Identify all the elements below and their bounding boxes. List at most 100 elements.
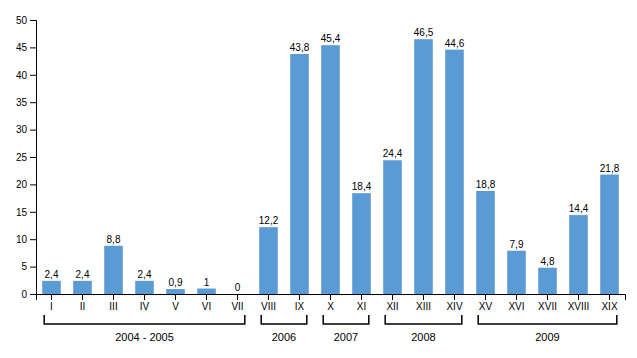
tick-mark [30, 47, 36, 48]
tick-label: 0 [21, 289, 27, 300]
group-bracket: 2004 - 2005 [44, 315, 245, 343]
tick-mark [30, 294, 36, 295]
data-label: 43,8 [290, 42, 310, 53]
bar [476, 191, 495, 294]
tick: 0 [21, 289, 36, 300]
bar [569, 215, 588, 294]
bar [104, 246, 123, 294]
bar [166, 289, 185, 294]
data-labels: 2,42,48,82,40,91012,243,845,418,424,446,… [45, 27, 620, 293]
tick: 50 [16, 15, 36, 26]
tick-mark [485, 294, 486, 300]
bar [445, 50, 464, 294]
tick: V [172, 294, 179, 312]
tick: X [327, 294, 334, 312]
tick-mark [30, 212, 36, 213]
bracket-line [44, 315, 245, 324]
tick: 20 [16, 179, 36, 190]
tick-mark [578, 294, 579, 300]
tick-label: 10 [16, 234, 28, 245]
bar [73, 281, 92, 294]
tick-label: V [172, 301, 179, 312]
tick-mark [268, 294, 269, 300]
tick-mark [30, 102, 36, 103]
tick: XI [357, 294, 366, 312]
tick: 5 [21, 261, 36, 272]
tick-mark [30, 75, 36, 76]
tick: XIII [416, 294, 431, 312]
bar [135, 281, 154, 294]
tick-mark [206, 294, 207, 300]
bar [290, 54, 309, 294]
tick-label: 45 [16, 42, 28, 53]
tick-mark [51, 294, 52, 300]
data-label: 2,4 [45, 269, 59, 280]
data-label: 24,4 [383, 148, 403, 159]
tick-mark [30, 157, 36, 158]
tick-mark [299, 294, 300, 300]
tick: III [109, 294, 117, 312]
tick-mark [547, 294, 548, 300]
x-axis: IIIIIIIVVVIVIIVIIIIXXXIXIIXIIIXIVXVXVIXV… [37, 294, 626, 312]
tick-mark [82, 294, 83, 300]
tick-label: XV [479, 301, 493, 312]
tick-label: VI [202, 301, 211, 312]
data-label: 46,5 [414, 27, 434, 38]
bracket-line [478, 315, 617, 324]
bar [42, 281, 61, 294]
group-bracket: 2007 [323, 315, 369, 343]
tick: 40 [16, 70, 36, 81]
tick-label: XVI [508, 301, 524, 312]
tick-label: IV [140, 301, 150, 312]
tick-mark [516, 294, 517, 300]
tick: 25 [16, 152, 36, 163]
tick: VI [202, 294, 211, 312]
bracket-line [323, 315, 369, 324]
data-label: 18,4 [352, 181, 372, 192]
bar [197, 289, 216, 294]
data-label: 0 [235, 282, 241, 293]
tick-label: XIV [446, 301, 462, 312]
tick: 10 [16, 234, 36, 245]
tick: XII [386, 294, 398, 312]
tick-mark [30, 239, 36, 240]
tick: IV [140, 294, 150, 312]
group-bracket: 2008 [385, 315, 462, 343]
tick-label: XIX [601, 301, 617, 312]
group-bracket: 2006 [261, 315, 307, 343]
bar [228, 294, 247, 295]
group-bracket: 2009 [478, 315, 617, 343]
tick: 15 [16, 207, 36, 218]
data-label: 18,8 [476, 179, 496, 190]
tick-mark [30, 184, 36, 185]
tick-mark [423, 294, 424, 300]
tick-label: XVIII [568, 301, 590, 312]
bracket-line [261, 315, 307, 324]
data-label: 44,6 [445, 38, 465, 49]
data-label: 4,8 [541, 256, 555, 267]
tick-label: I [50, 301, 53, 312]
tick-label: 30 [16, 124, 28, 135]
bar [600, 175, 619, 294]
tick: I [50, 294, 53, 312]
data-label: 21,8 [600, 163, 620, 174]
chart: 2,42,48,82,40,91012,243,845,418,424,446,… [0, 0, 637, 358]
group-label: 2009 [535, 331, 559, 343]
bar [383, 160, 402, 294]
data-label: 8,8 [107, 234, 121, 245]
tick: 35 [16, 97, 36, 108]
tick: XVI [508, 294, 524, 312]
tick-label: 35 [16, 97, 28, 108]
bar [414, 39, 433, 294]
tick-label: XI [357, 301, 366, 312]
group-label: 2007 [334, 331, 358, 343]
tick-label: 20 [16, 179, 28, 190]
tick-label: 15 [16, 207, 28, 218]
bars [42, 39, 619, 294]
bar [352, 193, 371, 294]
tick-label: VIII [261, 301, 276, 312]
tick-label: III [109, 301, 117, 312]
bar [259, 227, 278, 294]
tick: VIII [261, 294, 276, 312]
bracket-line [385, 315, 462, 324]
